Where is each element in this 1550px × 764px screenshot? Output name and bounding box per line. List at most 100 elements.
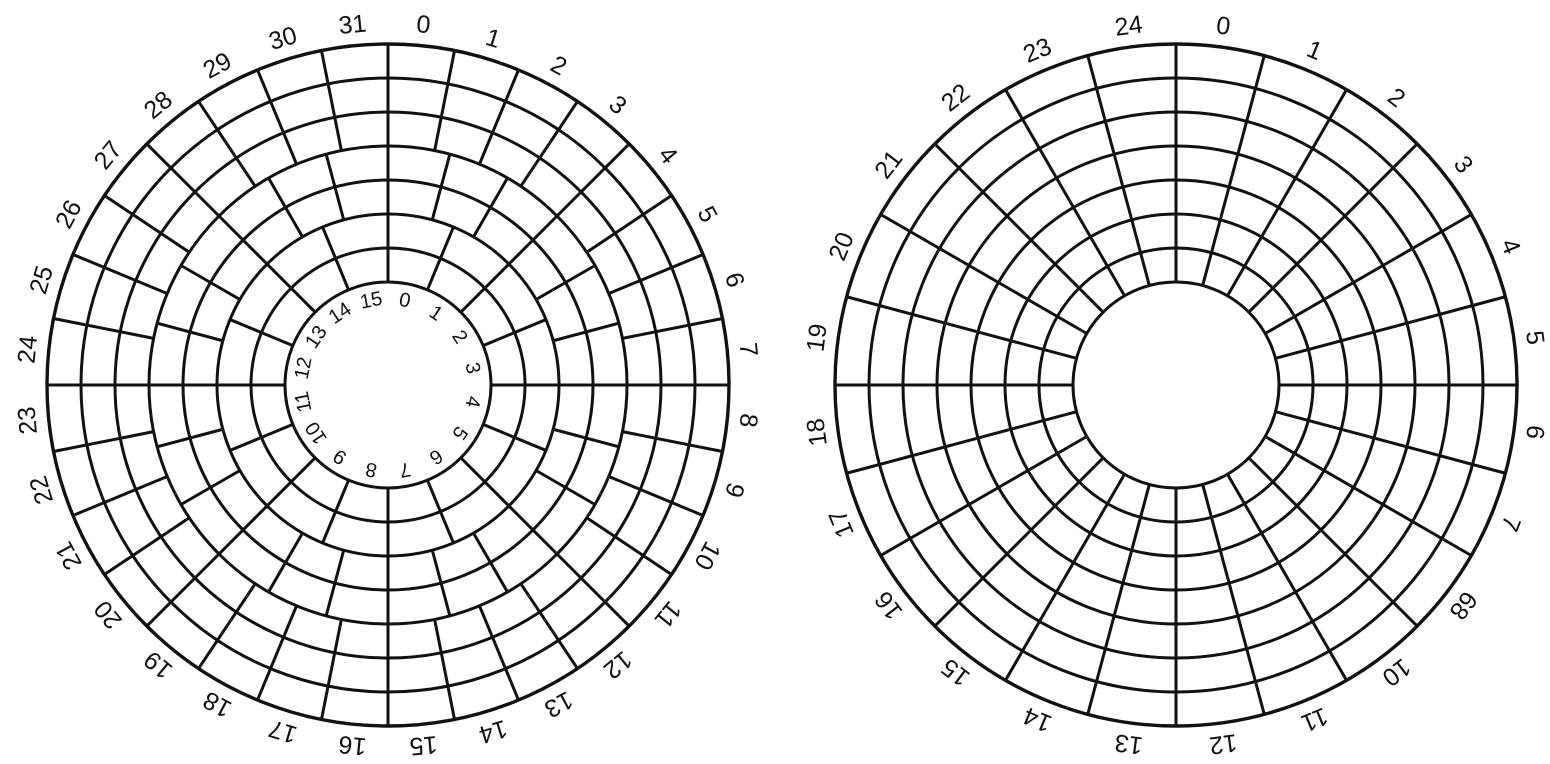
left-sector-boundary: [267, 532, 304, 593]
left-outer-sector-label: 18: [198, 685, 236, 723]
left-inner-sector-label: 15: [358, 288, 384, 314]
right-sector-boundary: [1247, 456, 1419, 628]
left-sector-boundary: [507, 214, 559, 266]
left-sector-boundary: [145, 552, 221, 628]
left-outer-sector-label: 14: [476, 714, 511, 749]
left-hub-ring: [283, 280, 493, 490]
left-outer-sector-label: 23: [12, 405, 43, 435]
left-sector-boundary: [535, 264, 596, 301]
left-sector-boundary: [426, 479, 455, 544]
left-outer-sector-label: 29: [198, 47, 236, 85]
left-inner-sector-label: 12: [291, 355, 317, 381]
left-sector-boundary: [103, 194, 191, 254]
right-sector-boundary: [1004, 88, 1126, 297]
left-inner-sector-label: 3: [460, 361, 484, 376]
left-sector-boundary: [156, 321, 224, 343]
left-sector-boundary: [507, 504, 559, 556]
left-sector-boundary: [482, 318, 547, 347]
right-sector-boundary: [1086, 55, 1151, 286]
left-sector-boundary: [266, 263, 317, 314]
left-inner-sector-label: 0: [397, 289, 412, 313]
left-outer-sector-label: 10: [688, 537, 726, 575]
right-sector-boundary: [846, 295, 1077, 360]
left-sector-boundary: [433, 619, 457, 720]
left-outer-sector-label: 11: [649, 596, 687, 634]
right-sector-boundary: [1264, 435, 1473, 557]
right-outer-sector-label: 14: [1019, 701, 1055, 738]
left-outer-sector-label: 2: [546, 50, 571, 81]
left-sector-boundary: [53, 316, 154, 340]
left-inner-sector-label: 1: [425, 301, 446, 325]
left-sector-boundary: [217, 214, 269, 266]
left-inner-sector-label: 11: [291, 389, 317, 414]
left-sector-boundary: [180, 469, 241, 506]
left-sector-boundary: [324, 549, 346, 617]
left-outer-sector-label: 24: [12, 334, 43, 365]
right-outer-sector-label: 12: [1208, 728, 1239, 759]
left-sector-boundary: [321, 226, 350, 291]
left-outer-sector-label: 5: [692, 202, 723, 227]
right-outer-sector-label: 23: [1019, 32, 1055, 69]
left-sector-boundary: [535, 469, 596, 506]
right-outer-sector-label: 17: [823, 505, 860, 541]
left-sector-spokes: [47, 44, 729, 726]
right-sector-boundary: [1275, 295, 1506, 360]
right-outer-sector-label: 4: [1495, 235, 1526, 259]
right-outer-sector-label: 13: [1113, 728, 1144, 759]
left-sector-boundary: [103, 516, 191, 576]
left-sector-boundary: [459, 456, 510, 507]
left-outer-sector-label: 4: [653, 141, 684, 170]
left-sector-boundary: [430, 153, 452, 221]
left-sector-boundary: [433, 50, 457, 151]
left-sector-boundary: [622, 430, 723, 454]
left-sector-boundary: [72, 253, 168, 295]
left-sector-boundary: [72, 475, 168, 517]
left-sector-boundary: [555, 142, 631, 218]
left-sector-boundary: [585, 516, 673, 576]
left-sector-boundary: [519, 100, 579, 188]
left-sector-boundary: [478, 605, 520, 701]
right-outer-sector-label: 22: [936, 78, 975, 117]
left-outer-sector-label: 1: [482, 23, 503, 54]
right-outer-sector-label: 3: [1448, 151, 1479, 179]
right-outer-sector-label: 7: [1495, 512, 1526, 536]
left-sector-boundary: [430, 549, 452, 617]
left-sector-boundary: [53, 430, 154, 454]
left-outer-sector-label: 3: [603, 90, 632, 120]
left-inner-sector-label: 7: [397, 457, 412, 481]
left-sector-boundary: [217, 504, 269, 556]
left-inner-sector-label: 2: [447, 326, 471, 347]
left-sector-boundary: [266, 456, 317, 507]
left-sector-boundary: [552, 427, 620, 449]
right-sector-boundary: [1086, 484, 1151, 715]
left-sector-boundary: [426, 226, 455, 291]
left-outer-sector-label: 26: [50, 195, 88, 233]
right-outer-sector-label: 5: [1520, 329, 1550, 346]
right-hub-ring: [1071, 280, 1281, 490]
left-sector-boundary: [145, 142, 221, 218]
right-outer-sector-label: 16: [869, 586, 908, 625]
left-inner-sector-label: 14: [325, 298, 356, 329]
right-sector-boundary: [933, 456, 1105, 628]
left-outer-sector-label: 25: [24, 263, 59, 298]
left-sector-boundary: [197, 582, 257, 670]
right-outer-sector-label: 20: [823, 228, 860, 264]
left-sector-boundary: [482, 423, 547, 452]
left-sector-boundary: [229, 423, 294, 452]
right-outer-sector-label: 24: [1113, 10, 1144, 41]
left-outer-sector-label: 16: [337, 730, 367, 761]
right-outer-sector-label: 0: [1215, 11, 1232, 41]
left-inner-sector-label: 9: [329, 444, 350, 468]
left-sector-boundary: [622, 316, 723, 340]
left-sector-boundary: [319, 50, 343, 151]
left-sector-boundary: [608, 475, 704, 517]
right-sector-boundary: [1201, 484, 1266, 715]
right-sector-boundary: [1201, 55, 1266, 286]
left-outer-sector-label: 8: [734, 412, 763, 429]
left-sector-boundary: [478, 69, 520, 165]
left-sector-boundary: [256, 69, 298, 165]
left-sector-boundary: [319, 619, 343, 720]
right-outer-sector-label: 1: [1303, 35, 1327, 66]
